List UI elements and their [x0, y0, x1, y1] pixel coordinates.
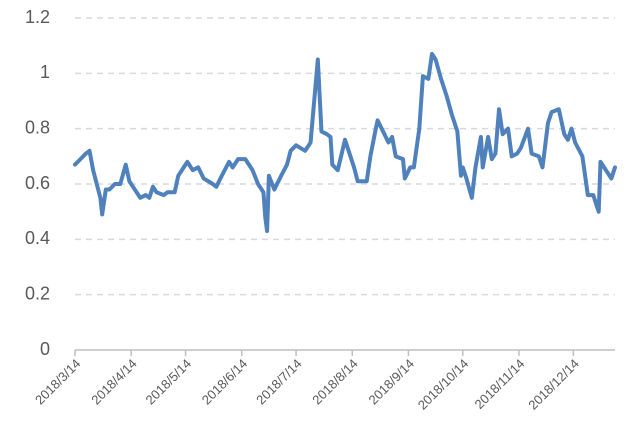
y-tick-label: 0.4 [25, 228, 50, 248]
data-line [73, 51, 617, 234]
y-tick-label: 0 [40, 339, 50, 359]
x-tick-label: 2018/12/14 [525, 356, 582, 413]
y-tick-label: 1.2 [25, 7, 50, 27]
x-tick-label: 2018/11/14 [472, 356, 528, 412]
x-tick-label: 2018/8/14 [309, 356, 361, 408]
x-tick-label: 2018/3/14 [32, 356, 84, 408]
y-tick-label: 1 [40, 62, 50, 82]
x-tick-label: 2018/6/14 [199, 356, 251, 408]
x-tick-label: 2018/9/14 [365, 356, 417, 408]
x-tick-label: 2018/5/14 [143, 356, 195, 408]
y-tick-label: 0.2 [25, 283, 50, 303]
y-tick-label: 0.8 [25, 117, 50, 137]
y-tick-label: 0.6 [25, 173, 50, 193]
x-tick-label: 2018/4/14 [88, 356, 140, 408]
x-tick-label: 2018/10/14 [415, 356, 472, 413]
x-tick-label: 2018/7/14 [253, 356, 305, 408]
